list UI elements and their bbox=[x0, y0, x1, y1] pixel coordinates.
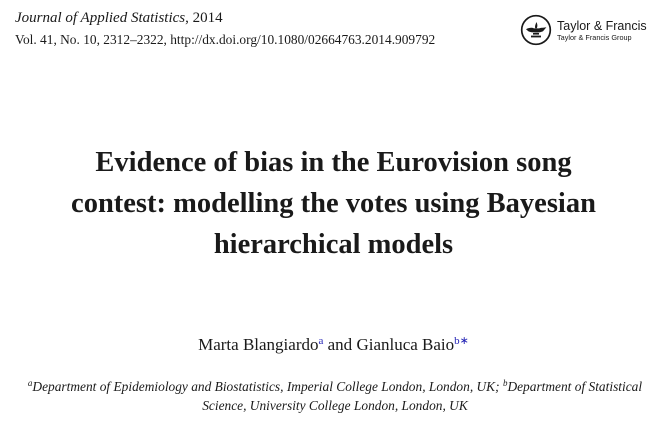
title-line-3: hierarchical models bbox=[213, 229, 454, 260]
authors: Marta Blangiardoa and Gianluca Baiob∗ bbox=[0, 334, 667, 356]
publisher-name: Taylor & Francis bbox=[557, 18, 647, 33]
affiliation-a: Department of Epidemiology and Biostatis… bbox=[32, 379, 500, 394]
journal-year: , 2014 bbox=[185, 10, 223, 26]
publisher-group: Taylor & Francis Group bbox=[557, 32, 632, 42]
author-1: Marta Blangiardo bbox=[198, 335, 319, 354]
author-conjunction: and bbox=[323, 335, 357, 354]
author-1-affiliation-link[interactable]: a bbox=[318, 335, 324, 347]
lamp-icon bbox=[520, 14, 552, 46]
journal-line: Journal of Applied Statistics, 2014 bbox=[15, 9, 223, 28]
affiliation-b: Department of Statistical Science, Unive… bbox=[202, 379, 643, 413]
title-line-2: contest: modelling the votes using Bayes… bbox=[71, 188, 596, 219]
title-line-1: Evidence of bias in the Eurovision song bbox=[95, 147, 572, 178]
journal-name: Journal of Applied Statistics bbox=[15, 10, 186, 26]
affiliation-a-marker: a bbox=[27, 378, 33, 388]
author-2: Gianluca Baio bbox=[356, 335, 455, 354]
paper-title: Evidence of bias in the Eurovision song … bbox=[0, 142, 667, 265]
citation-line: Vol. 41, No. 10, 2312–2322, http://dx.do… bbox=[15, 32, 436, 47]
publisher-text: Taylor & Francis Taylor & Francis Group bbox=[557, 19, 647, 42]
affiliations: aDepartment of Epidemiology and Biostati… bbox=[15, 377, 655, 415]
author-2-affiliation-link[interactable]: b∗ bbox=[454, 335, 469, 347]
affiliation-b-marker: b bbox=[502, 378, 508, 388]
publisher-logo: Taylor & Francis Taylor & Francis Group bbox=[520, 14, 647, 46]
